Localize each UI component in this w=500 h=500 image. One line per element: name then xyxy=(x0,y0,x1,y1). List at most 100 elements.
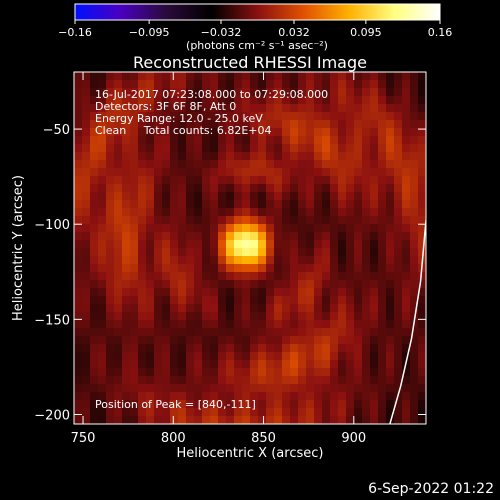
heatmap-cell xyxy=(162,128,171,137)
heatmap-cell xyxy=(402,200,411,209)
heatmap-cell xyxy=(290,360,299,369)
heatmap-cell xyxy=(218,280,227,289)
heatmap-cell xyxy=(234,360,243,369)
heatmap-cell xyxy=(378,152,387,161)
heatmap-cell xyxy=(250,408,259,417)
heatmap-cell xyxy=(106,288,115,297)
heatmap-cell xyxy=(410,400,419,409)
heatmap-cell xyxy=(378,216,387,225)
heatmap-cell xyxy=(178,168,187,177)
heatmap-cell xyxy=(202,392,211,401)
heatmap-cell xyxy=(162,200,171,209)
heatmap-cell xyxy=(370,344,379,353)
heatmap-cell xyxy=(218,184,227,193)
heatmap-cell xyxy=(186,152,195,161)
heatmap-cell xyxy=(138,240,147,249)
heatmap-cell xyxy=(138,360,147,369)
heatmap-cell xyxy=(394,320,403,329)
heatmap-cell xyxy=(394,160,403,169)
heatmap-cell xyxy=(386,416,395,424)
heatmap-cell xyxy=(218,80,227,89)
heatmap-cell xyxy=(210,216,219,225)
heatmap-cell xyxy=(354,320,363,329)
heatmap-cell xyxy=(314,240,323,249)
heatmap-cell xyxy=(178,288,187,297)
heatmap-cell xyxy=(418,208,426,217)
heatmap-cell xyxy=(186,400,195,409)
heatmap-cell xyxy=(322,360,331,369)
heatmap-cell xyxy=(386,312,395,321)
heatmap-cell xyxy=(354,88,363,97)
heatmap-cell xyxy=(138,200,147,209)
heatmap-cell xyxy=(362,88,371,97)
heatmap-cell xyxy=(378,368,387,377)
heatmap-cell xyxy=(154,80,163,89)
heatmap-cell xyxy=(226,272,235,281)
heatmap-cell xyxy=(106,184,115,193)
heatmap-cell xyxy=(386,392,395,401)
heatmap-cell xyxy=(298,248,307,257)
heatmap-cell xyxy=(226,200,235,209)
heatmap-cell xyxy=(290,184,299,193)
heatmap-cell xyxy=(186,208,195,217)
heatmap-cell xyxy=(130,144,139,153)
heatmap-cell xyxy=(90,264,99,273)
heatmap-cell xyxy=(130,392,139,401)
heatmap-cell xyxy=(178,88,187,97)
heatmap-cell xyxy=(138,296,147,305)
heatmap-cell xyxy=(306,80,315,89)
heatmap-cell xyxy=(282,288,291,297)
heatmap-cell xyxy=(162,112,171,121)
heatmap-cell xyxy=(194,232,203,241)
heatmap-cell xyxy=(138,128,147,137)
heatmap-cell xyxy=(330,288,339,297)
heatmap-cell xyxy=(234,296,243,305)
heatmap-cell xyxy=(194,280,203,289)
heatmap-cell xyxy=(290,352,299,361)
heatmap-cell xyxy=(194,400,203,409)
heatmap-cell xyxy=(234,192,243,201)
heatmap-cell xyxy=(266,80,275,89)
heatmap-cell xyxy=(378,168,387,177)
heatmap-cell xyxy=(338,192,347,201)
heatmap-cell xyxy=(282,176,291,185)
heatmap-cell xyxy=(162,384,171,393)
heatmap-cell xyxy=(346,392,355,401)
heatmap-cell xyxy=(162,392,171,401)
heatmap-cell xyxy=(138,376,147,385)
heatmap-cell xyxy=(314,248,323,257)
heatmap-cell xyxy=(290,168,299,177)
heatmap-cell xyxy=(138,336,147,345)
heatmap-cell xyxy=(234,168,243,177)
heatmap-cell xyxy=(418,416,426,424)
heatmap-cell xyxy=(410,240,419,249)
heatmap-cell xyxy=(218,288,227,297)
heatmap-cell xyxy=(258,144,267,153)
heatmap-cell xyxy=(322,248,331,257)
heatmap-cell xyxy=(402,376,411,385)
heatmap-cell xyxy=(386,200,395,209)
heatmap-cell xyxy=(138,320,147,329)
heatmap-cell xyxy=(402,80,411,89)
heatmap-cell xyxy=(386,272,395,281)
heatmap-cell xyxy=(122,312,131,321)
heatmap-cell xyxy=(146,280,155,289)
heatmap-cell xyxy=(250,256,259,265)
heatmap-cell xyxy=(370,184,379,193)
info-line-detectors: Detectors: 3F 6F 8F, Att 0 xyxy=(95,100,236,113)
heatmap-cell xyxy=(402,128,411,137)
heatmap-cell xyxy=(354,96,363,105)
heatmap-cell xyxy=(258,240,267,249)
heatmap-cell xyxy=(194,392,203,401)
heatmap-cell xyxy=(290,144,299,153)
heatmap-cell xyxy=(74,192,83,201)
heatmap-cell xyxy=(114,96,123,105)
heatmap-cell xyxy=(394,368,403,377)
heatmap-cell xyxy=(170,136,179,145)
heatmap-cell xyxy=(82,400,91,409)
heatmap-cell xyxy=(322,416,331,424)
heatmap-cell xyxy=(138,96,147,105)
heatmap-cell xyxy=(338,120,347,129)
heatmap-cell xyxy=(346,192,355,201)
